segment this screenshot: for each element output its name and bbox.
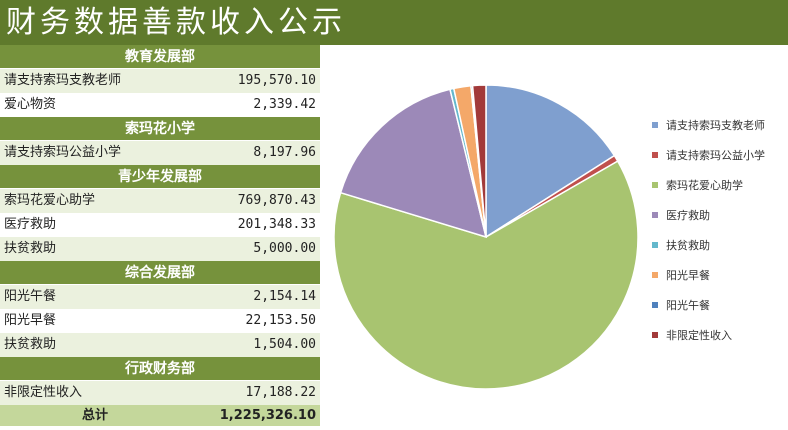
legend-item: 扶贫救助 [652, 230, 788, 260]
legend-label: 请支持索玛公益小学 [666, 149, 765, 162]
total-row: 总计 1,225,326.10 [0, 405, 320, 426]
section-header: 行政财务部 [0, 357, 320, 381]
section-header: 索玛花小学 [0, 117, 320, 141]
legend-label: 阳光早餐 [666, 269, 710, 282]
legend-label: 非限定性收入 [666, 329, 732, 342]
table-row: 扶贫救助 1,504.00 [0, 333, 320, 357]
row-amount: 1,504.00 [253, 337, 316, 352]
table-row: 爱心物资 2,339.42 [0, 93, 320, 117]
row-label: 阳光午餐 [4, 289, 57, 304]
table-row: 索玛花爱心助学 769,870.43 [0, 189, 320, 213]
legend-item: 阳光午餐 [652, 290, 788, 320]
donation-table: 教育发展部请支持索玛支教老师 195,570.10 爱心物资 2,339.42 索玛花小… [0, 45, 320, 426]
legend-swatch [652, 212, 658, 218]
row-amount: 201,348.33 [237, 217, 316, 232]
total-amount: 1,225,326.10 [219, 408, 316, 423]
row-label: 非限定性收入 [4, 385, 83, 400]
row-amount: 2,154.14 [253, 289, 316, 304]
row-label: 扶贫救助 [4, 337, 57, 352]
legend-swatch [652, 152, 658, 158]
row-label: 阳光早餐 [4, 313, 57, 328]
table-row: 扶贫救助 5,000.00 [0, 237, 320, 261]
legend-swatch [652, 332, 658, 338]
legend-item: 非限定性收入 [652, 320, 788, 350]
legend-swatch [652, 122, 658, 128]
row-label: 医疗救助 [4, 217, 57, 232]
total-label: 总计 [81, 408, 108, 423]
row-amount: 8,197.96 [253, 145, 316, 160]
row-label: 请支持索玛公益小学 [4, 145, 122, 160]
legend-label: 索玛花爱心助学 [666, 179, 743, 192]
legend-label: 请支持索玛支教老师 [666, 119, 765, 132]
legend-item: 医疗救助 [652, 200, 788, 230]
row-label: 索玛花爱心助学 [4, 193, 96, 208]
section-header: 青少年发展部 [0, 165, 320, 189]
pie-slice [485, 84, 616, 239]
legend-swatch [652, 182, 658, 188]
legend-label: 医疗救助 [666, 209, 710, 222]
legend-item: 请支持索玛支教老师 [652, 110, 788, 140]
legend-item: 索玛花爱心助学 [652, 170, 788, 200]
chart-legend: 请支持索玛支教老师 请支持索玛公益小学 索玛花爱心助学 医疗救助扶贫救助阳光早餐阳光午… [652, 110, 788, 350]
table-row: 阳光午餐 2,154.14 [0, 285, 320, 309]
table-row: 请支持索玛支教老师 195,570.10 [0, 69, 320, 93]
legend-item: 请支持索玛公益小学 [652, 140, 788, 170]
table-row: 非限定性收入 17,188.22 [0, 381, 320, 405]
legend-swatch [652, 242, 658, 248]
section-header: 教育发展部 [0, 45, 320, 69]
row-amount: 2,339.42 [253, 97, 316, 112]
page-title: 财务数据善款收入公示 [0, 0, 788, 45]
legend-label: 扶贫救助 [666, 239, 710, 252]
legend-item: 阳光早餐 [652, 260, 788, 290]
row-amount: 5,000.00 [253, 241, 316, 256]
table-row: 阳光早餐 22,153.50 [0, 309, 320, 333]
row-label: 请支持索玛支教老师 [4, 73, 122, 88]
pie-slice [339, 88, 488, 239]
row-label: 扶贫救助 [4, 241, 57, 256]
row-label: 爱心物资 [4, 97, 57, 112]
legend-swatch [652, 272, 658, 278]
table-row: 请支持索玛公益小学 8,197.96 [0, 141, 320, 165]
row-amount: 769,870.43 [237, 193, 316, 208]
pie-chart [333, 84, 639, 390]
pie-slice [333, 160, 639, 390]
section-header: 综合发展部 [0, 261, 320, 285]
row-amount: 195,570.10 [237, 73, 316, 88]
pie-slice [471, 84, 487, 238]
table-row: 医疗救助 201,348.33 [0, 213, 320, 237]
row-amount: 22,153.50 [245, 313, 316, 328]
legend-swatch [652, 302, 658, 308]
row-amount: 17,188.22 [245, 385, 316, 400]
legend-label: 阳光午餐 [666, 299, 710, 312]
